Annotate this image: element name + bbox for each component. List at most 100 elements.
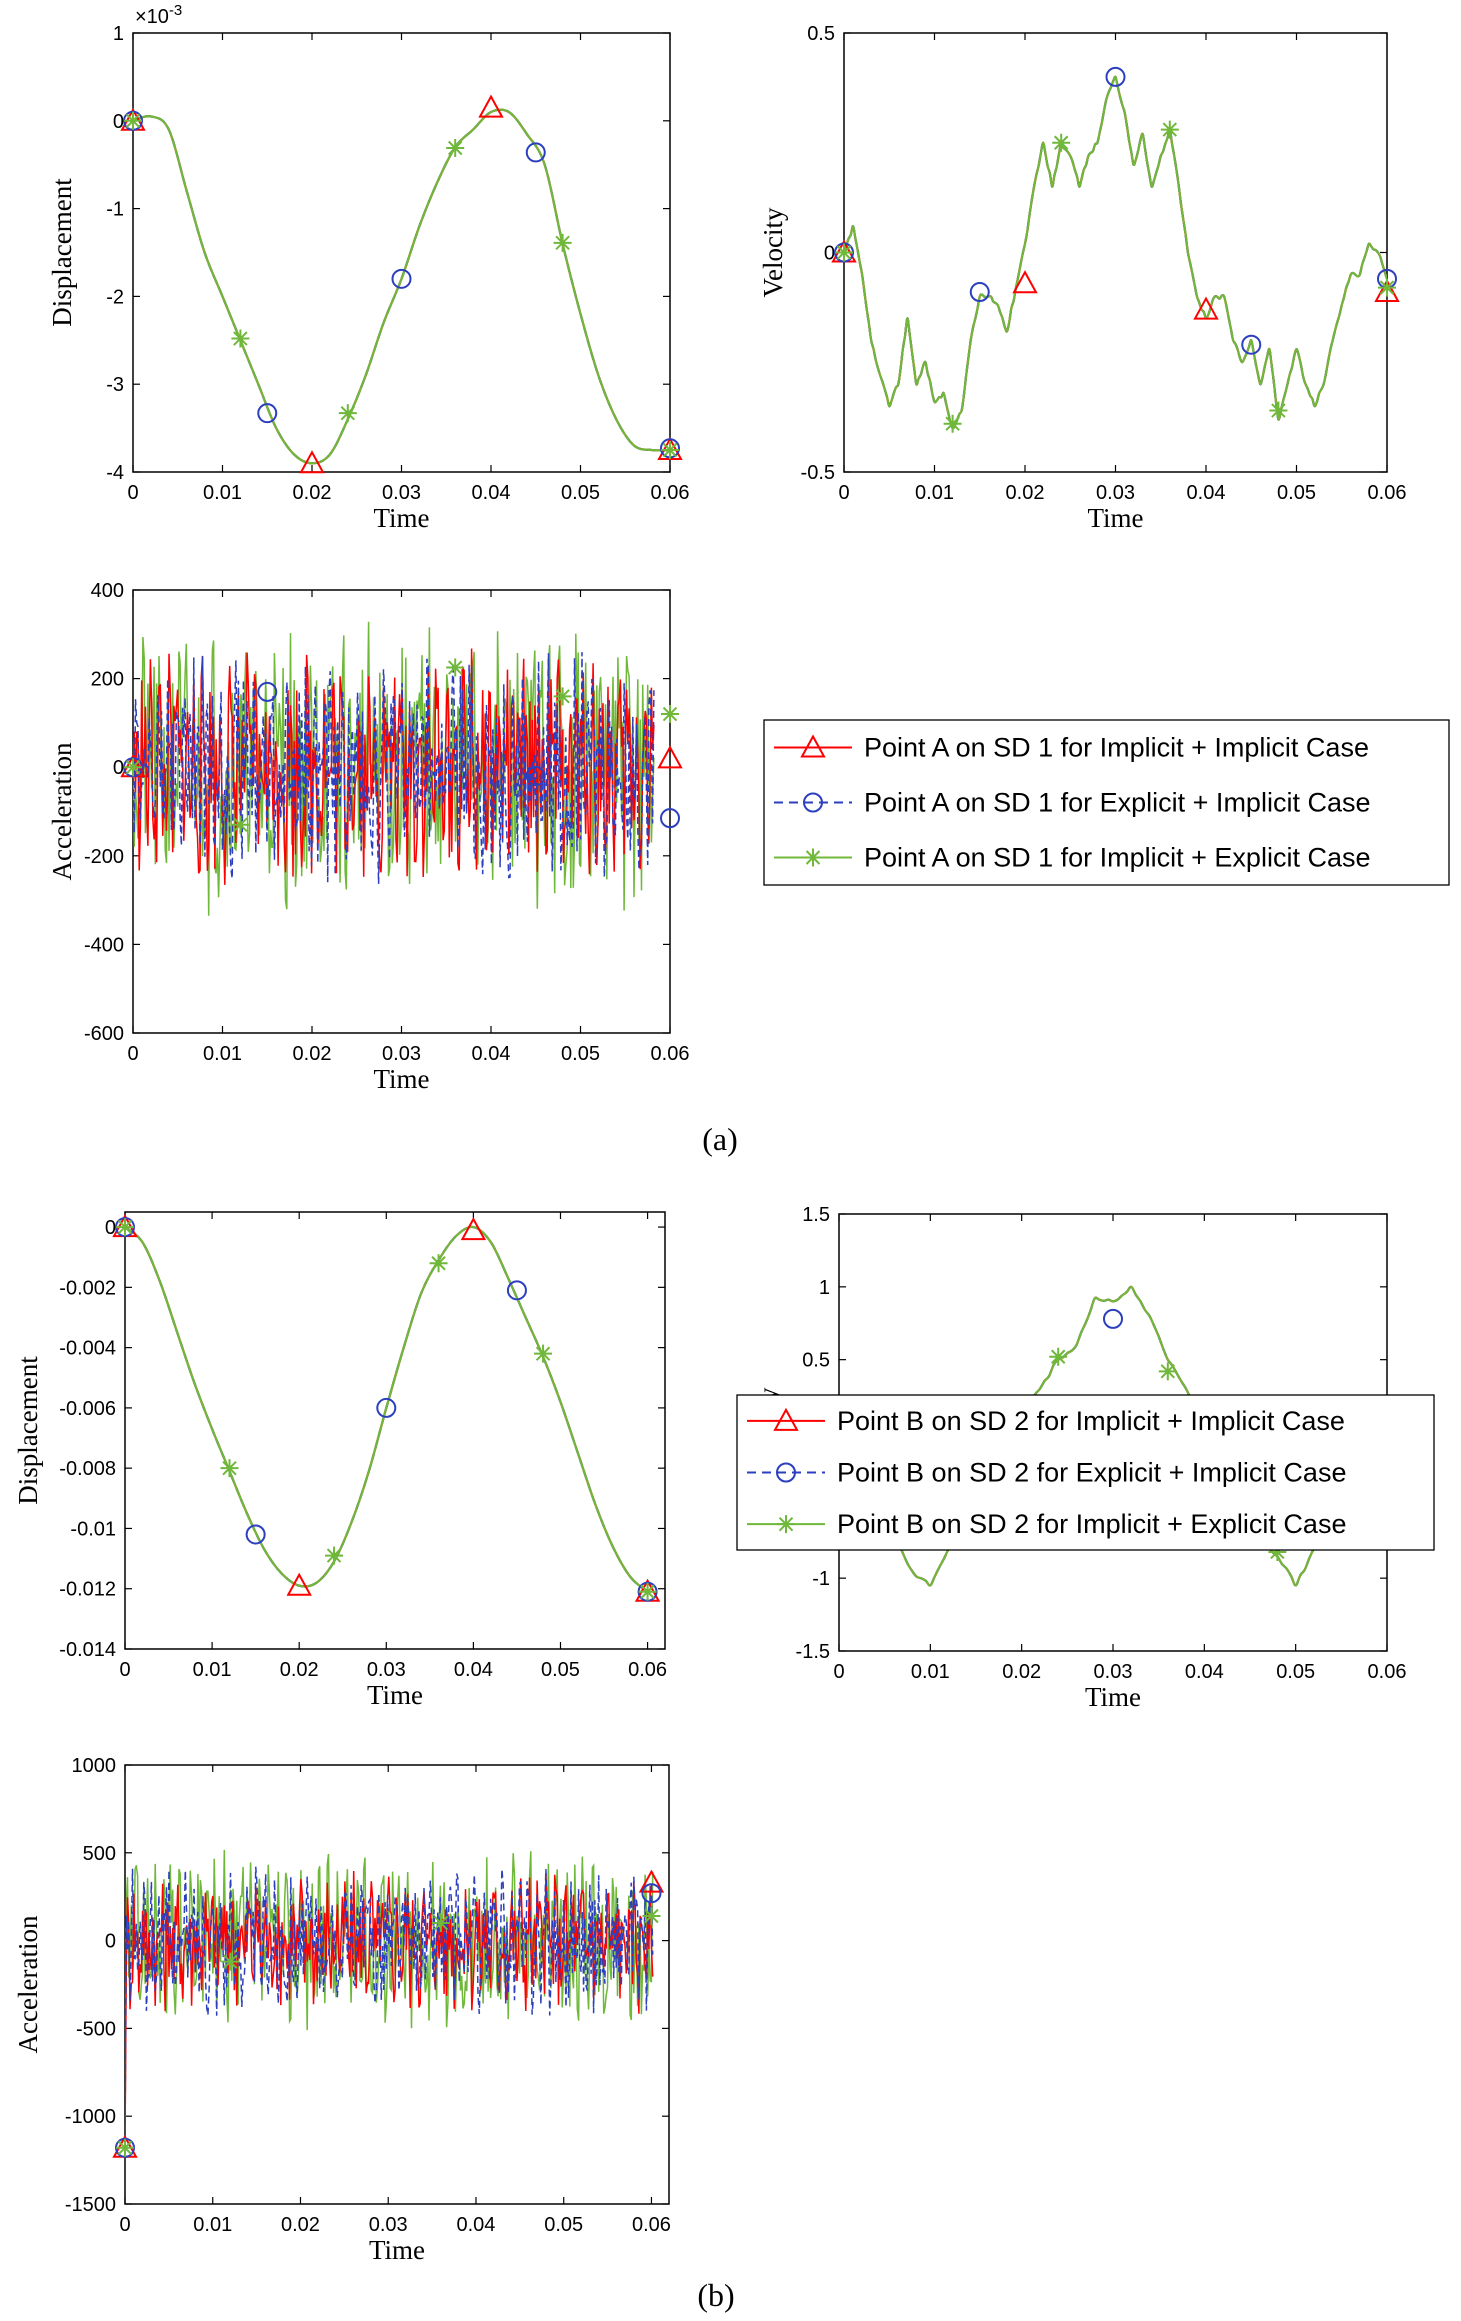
y-tick-label: -1 bbox=[812, 1568, 830, 1590]
y-tick-label: -3 bbox=[106, 374, 124, 396]
x-tick-label: 0.02 bbox=[1006, 482, 1045, 504]
x-tick-label: 0 bbox=[838, 482, 849, 504]
series-line-explicit-implicit bbox=[133, 652, 655, 884]
y-tick-label: -1500 bbox=[65, 2194, 116, 2216]
y-tick-label: -4 bbox=[106, 462, 124, 484]
legend-label: Point A on SD 1 for Explicit + Implicit … bbox=[864, 788, 1370, 818]
y-tick-label: 0 bbox=[113, 111, 124, 133]
y-tick-label: 500 bbox=[83, 1843, 116, 1865]
y-axis-label: Displacement bbox=[47, 178, 77, 327]
legend: Point B on SD 2 for Implicit + Implicit … bbox=[736, 1394, 1435, 1551]
y-axis-label: Acceleration bbox=[13, 1915, 43, 2053]
chart-panel-3: 0 0.01 0.02 0.03 0.04 0.05 0.06 -600 -400 -200 0 20… bbox=[47, 580, 689, 1094]
y-axis-label: Velocity bbox=[758, 207, 788, 297]
x-axis-label: Time bbox=[1085, 1682, 1141, 1712]
x-tick-label: 0.03 bbox=[1094, 1661, 1133, 1683]
legend-box bbox=[736, 1394, 1435, 1551]
circle-marker bbox=[525, 766, 546, 787]
circle-marker bbox=[1241, 334, 1262, 355]
y-tick-label: -200 bbox=[84, 846, 124, 868]
star-marker bbox=[553, 687, 572, 706]
star-marker bbox=[116, 2138, 134, 2157]
legend-label: Point B on SD 2 for Explicit + Implicit … bbox=[837, 1458, 1346, 1488]
y-axis-label: Displacement bbox=[13, 1356, 43, 1505]
y-tick-label: -0.01 bbox=[70, 1518, 116, 1540]
x-tick-label: 0.06 bbox=[651, 482, 690, 504]
circle-marker bbox=[257, 403, 278, 424]
triangle-marker bbox=[773, 1407, 799, 1431]
circle-marker bbox=[641, 1883, 662, 1904]
star-marker bbox=[1158, 1362, 1177, 1381]
x-tick-label: 0 bbox=[127, 1043, 138, 1065]
y-tick-label: -500 bbox=[76, 2018, 116, 2040]
triangle-marker bbox=[460, 1217, 487, 1241]
x-tick-label: 0.05 bbox=[561, 482, 600, 504]
star-marker bbox=[777, 1515, 795, 1534]
x-tick-label: 0.04 bbox=[472, 482, 511, 504]
x-tick-label: 0 bbox=[119, 1659, 130, 1681]
y-tick-label: -1 bbox=[106, 199, 124, 221]
star-marker bbox=[1378, 278, 1396, 297]
star-marker bbox=[231, 815, 250, 834]
x-tick-label: 0.01 bbox=[203, 482, 242, 504]
plot-area bbox=[124, 1211, 666, 1650]
x-tick-label: 0.02 bbox=[1002, 1661, 1041, 1683]
star-marker bbox=[943, 414, 962, 433]
y-tick-label: 1 bbox=[819, 1277, 830, 1299]
x-tick-label: 0.06 bbox=[632, 2214, 671, 2236]
series-line-implicit-explicit bbox=[133, 108, 670, 465]
y-tick-label: -0.008 bbox=[59, 1458, 116, 1480]
chart-panel-4: 0 0.01 0.02 0.03 0.04 0.05 0.06 -0.014 -0.012 -0.… bbox=[13, 1211, 667, 1710]
star-marker bbox=[231, 329, 250, 348]
x-tick-label: 0.05 bbox=[1277, 482, 1316, 504]
caption-a: (a) bbox=[702, 1121, 738, 1157]
y-tick-label: -0.012 bbox=[59, 1579, 116, 1601]
y-tick-label: 400 bbox=[91, 580, 124, 602]
y-tick-label: 0.5 bbox=[807, 23, 835, 45]
star-marker bbox=[661, 441, 679, 460]
triangle-marker bbox=[286, 1572, 312, 1596]
y-tick-label: 1.5 bbox=[802, 1204, 830, 1226]
y-tick-label: 0.5 bbox=[802, 1350, 830, 1372]
y-tick-label: 200 bbox=[91, 669, 124, 691]
x-axis-label: Time bbox=[367, 1680, 423, 1710]
series-line-implicit-explicit bbox=[125, 1225, 649, 1593]
y-tick-label: -0.014 bbox=[59, 1639, 116, 1661]
circle-marker bbox=[969, 282, 990, 303]
plot-content bbox=[839, 1285, 1387, 1587]
y-tick-label: -400 bbox=[84, 934, 124, 956]
star-marker bbox=[804, 848, 822, 867]
star-marker bbox=[116, 1218, 134, 1237]
x-tick-label: 0.04 bbox=[1187, 482, 1226, 504]
y-tick-label: -0.5 bbox=[801, 462, 835, 484]
y-tick-label: -0.006 bbox=[59, 1398, 116, 1420]
x-tick-label: 0.01 bbox=[911, 1661, 950, 1683]
circle-marker bbox=[1105, 66, 1126, 87]
caption-b: (b) bbox=[697, 2277, 734, 2313]
y-tick-label: -0.004 bbox=[59, 1338, 116, 1360]
y-tick-label: -2 bbox=[106, 286, 124, 308]
triangle-marker bbox=[657, 745, 683, 769]
legend: Point A on SD 1 for Implicit + Implicit … bbox=[763, 719, 1450, 886]
plot-content bbox=[125, 1849, 654, 2148]
x-tick-label: 0.06 bbox=[1368, 482, 1407, 504]
star-marker bbox=[325, 1546, 344, 1565]
x-tick-label: 0.02 bbox=[293, 1043, 332, 1065]
y-tick-label: 1 bbox=[113, 23, 124, 45]
circle-marker bbox=[245, 1524, 266, 1545]
triangle-marker bbox=[478, 94, 504, 118]
x-tick-label: 0.04 bbox=[472, 1043, 511, 1065]
circle-marker bbox=[776, 1462, 796, 1483]
circle-marker bbox=[391, 268, 412, 289]
circle-marker bbox=[376, 1397, 397, 1418]
star-marker bbox=[431, 1914, 450, 1933]
x-tick-label: 0.06 bbox=[651, 1043, 690, 1065]
triangle-marker bbox=[299, 450, 325, 474]
x-axis-label: Time bbox=[369, 2235, 425, 2265]
x-tick-label: 0.05 bbox=[561, 1043, 600, 1065]
x-tick-label: 0.05 bbox=[544, 2214, 583, 2236]
chart-panel-1: 0 0.01 0.02 0.03 0.04 0.05 0.06 -4 -3 -2 -1 0 1 Time D… bbox=[47, 2, 689, 533]
x-axis-label: Time bbox=[373, 503, 429, 533]
x-tick-label: 0.06 bbox=[628, 1659, 667, 1681]
